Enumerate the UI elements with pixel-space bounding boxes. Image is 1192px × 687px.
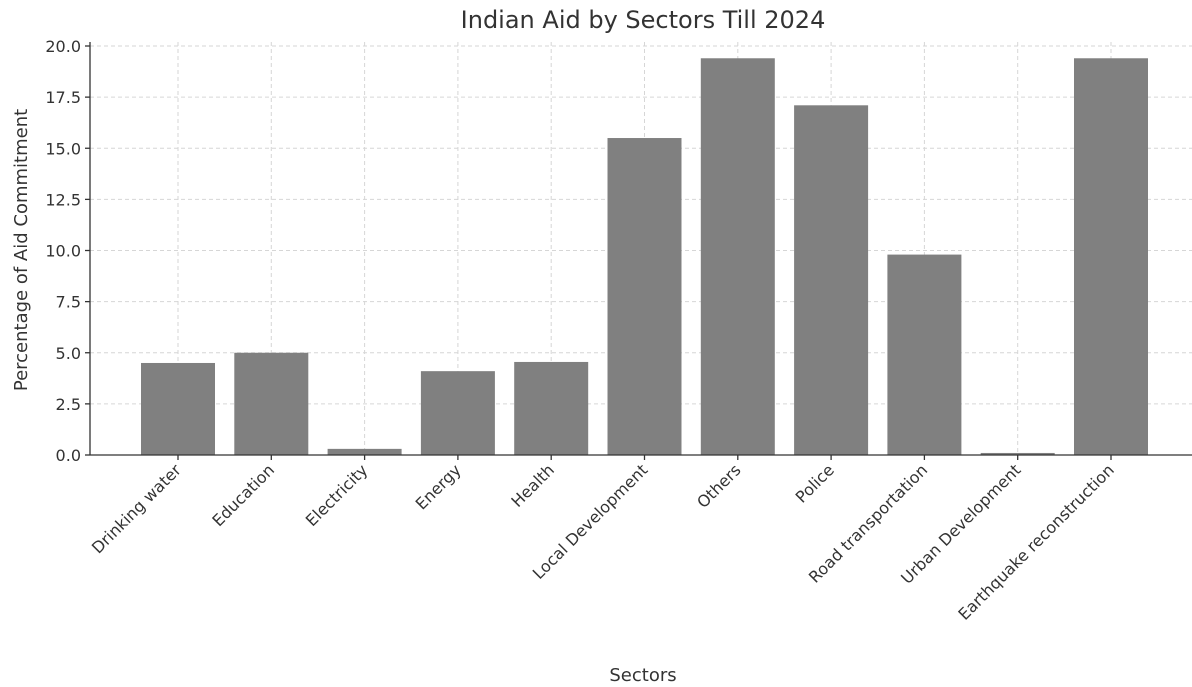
chart-title: Indian Aid by Sectors Till 2024 bbox=[461, 6, 826, 34]
x-axis-label: Sectors bbox=[609, 665, 676, 686]
y-ticks: 0.0 2.5 5.0 7.5 10.0 12.5 15.0 17.5 20.0 bbox=[45, 37, 90, 465]
x-tick-label: Energy bbox=[412, 460, 465, 513]
x-tick-label: Education bbox=[208, 460, 278, 530]
bar-urban-development bbox=[980, 452, 1055, 455]
y-tick-label: 0.0 bbox=[56, 446, 81, 465]
x-tick-label: Police bbox=[792, 460, 838, 506]
bar-earthquake-reconstruction bbox=[1074, 58, 1148, 456]
bar-electricity bbox=[327, 448, 402, 455]
x-ticks: Drinking water Education Electricity Energy… bbox=[88, 455, 1118, 624]
y-tick-label: 15.0 bbox=[45, 139, 81, 158]
bar-police bbox=[794, 105, 869, 456]
x-tick-label: Electricity bbox=[302, 460, 372, 530]
y-tick-label: 17.5 bbox=[45, 88, 81, 107]
axes-layer bbox=[89, 42, 1192, 456]
x-tick-label: Drinking water bbox=[88, 460, 185, 557]
y-axis-label: Percentage of Aid Commitment bbox=[11, 109, 32, 391]
x-tick-label: Health bbox=[507, 460, 558, 511]
bar-drinking-water bbox=[141, 362, 215, 455]
bar-energy bbox=[420, 371, 495, 455]
bar-health bbox=[514, 361, 589, 455]
y-tick-label: 20.0 bbox=[45, 37, 81, 56]
bar-local-development bbox=[607, 138, 682, 455]
y-tick-label: 7.5 bbox=[56, 293, 81, 312]
y-tick-label: 5.0 bbox=[56, 344, 81, 363]
y-tick-label: 12.5 bbox=[45, 190, 81, 209]
bars-layer bbox=[141, 58, 1148, 456]
bar-education bbox=[234, 352, 309, 455]
x-tick-label: Others bbox=[693, 460, 744, 511]
y-tick-label: 10.0 bbox=[45, 242, 81, 261]
bar-others bbox=[700, 58, 775, 456]
x-tick-label: Earthquake reconstruction bbox=[954, 460, 1117, 623]
bar-road-transportation bbox=[887, 254, 962, 455]
y-tick-label: 2.5 bbox=[56, 395, 81, 414]
